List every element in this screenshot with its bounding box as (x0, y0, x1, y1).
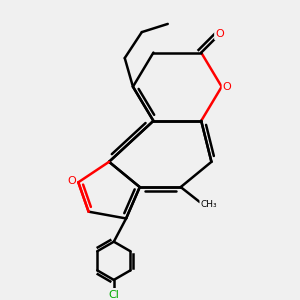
Text: O: O (215, 29, 224, 39)
Text: O: O (223, 82, 232, 92)
Text: Cl: Cl (108, 290, 119, 300)
Text: CH₃: CH₃ (200, 200, 217, 208)
Text: O: O (67, 176, 76, 186)
